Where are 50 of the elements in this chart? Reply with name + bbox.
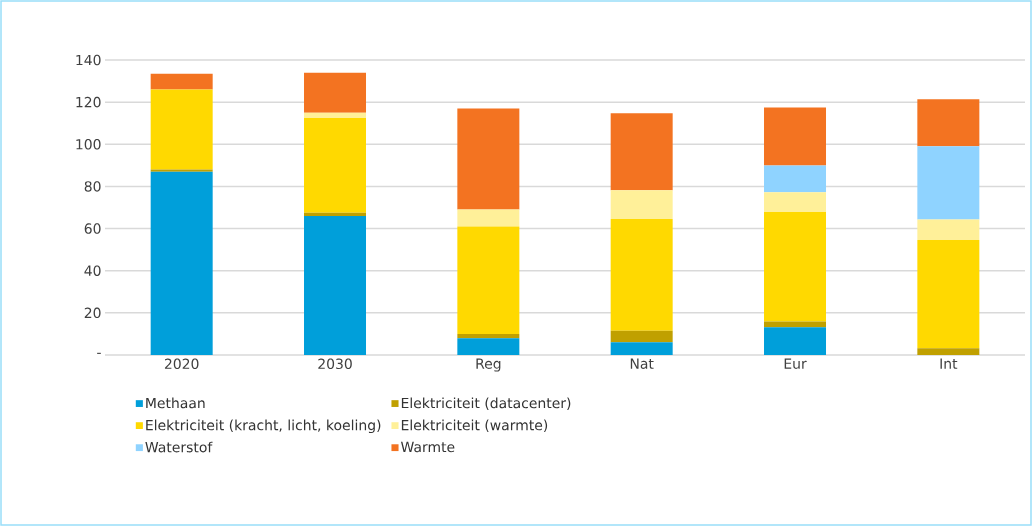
legend-label: Warmte	[401, 441, 455, 453]
y-tick-label: 120	[76, 96, 101, 108]
bar	[457, 333, 520, 339]
bar	[610, 342, 673, 355]
x-tick-label: Eur	[784, 358, 807, 369]
bar	[917, 239, 980, 349]
y-tick-label: 40	[84, 265, 101, 276]
bar	[764, 321, 827, 328]
x-tick-label: Nat	[630, 358, 654, 369]
legend-label: Elektriciteit (datacenter)	[401, 397, 571, 410]
bar	[764, 327, 827, 355]
bar	[457, 209, 520, 227]
bar	[304, 212, 367, 216]
y-tick-label: 100	[76, 138, 101, 150]
x-tick-label: 2020	[164, 358, 199, 370]
legend-label: Elektriciteit (warmte)	[401, 419, 548, 433]
y-tick-label: -	[97, 352, 101, 354]
legend-label: Waterstof	[145, 441, 213, 453]
legend-label: Elektriciteit (kracht, licht, koeling)	[146, 419, 381, 434]
bar	[764, 107, 827, 166]
bar	[304, 72, 367, 113]
bar	[610, 219, 673, 331]
bar	[917, 99, 980, 147]
bar	[150, 89, 213, 170]
bar	[610, 113, 673, 191]
bar	[150, 73, 213, 90]
bar	[457, 338, 520, 355]
bar	[610, 190, 673, 220]
y-tick-label: 20	[84, 307, 101, 319]
bar	[304, 215, 367, 355]
bar	[457, 226, 520, 334]
x-tick-label: Reg	[476, 358, 501, 372]
bar	[764, 165, 827, 193]
bar	[304, 117, 367, 213]
y-tick-label: 140	[76, 54, 101, 66]
bar	[150, 169, 213, 172]
bar	[457, 108, 520, 210]
bar	[304, 112, 367, 118]
bar	[764, 192, 827, 212]
y-tick-label: 80	[84, 181, 101, 192]
x-tick-label: 2030	[318, 358, 352, 370]
bar	[150, 171, 213, 355]
legend-label: Methaan	[146, 397, 205, 409]
x-tick-label: Int	[940, 358, 958, 369]
bar	[917, 348, 980, 355]
bar	[917, 146, 980, 220]
bar	[610, 330, 673, 343]
y-tick-label: 60	[84, 223, 101, 234]
bar	[764, 211, 827, 322]
bar	[917, 219, 980, 240]
